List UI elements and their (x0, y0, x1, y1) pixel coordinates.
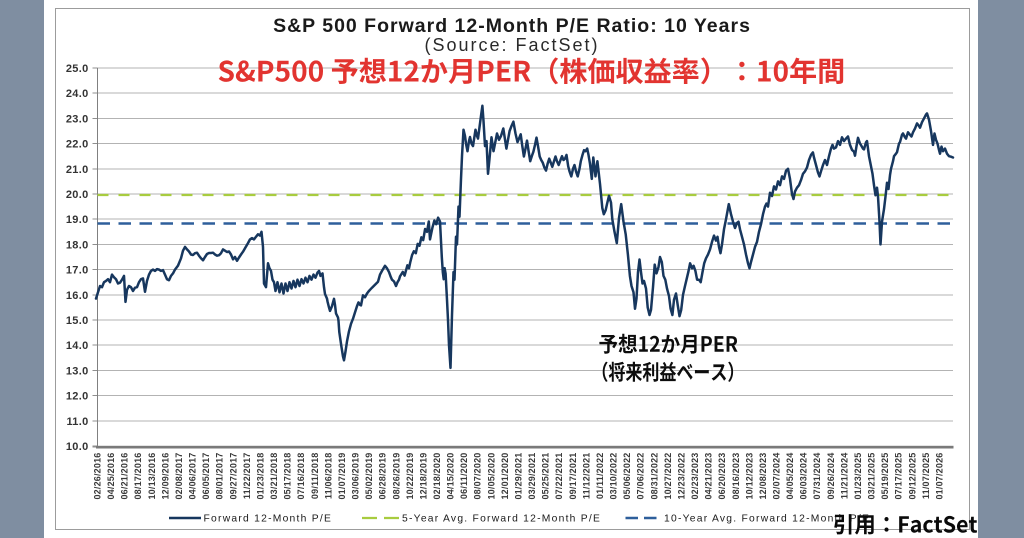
svg-text:19.0: 19.0 (66, 214, 89, 226)
svg-text:18.0: 18.0 (66, 239, 89, 251)
svg-text:08/17/2016: 08/17/2016 (133, 453, 143, 500)
svg-text:03/10/2022: 03/10/2022 (609, 453, 619, 500)
svg-text:12/23/2022: 12/23/2022 (676, 453, 686, 500)
svg-text:06/11/2020: 06/11/2020 (459, 453, 469, 500)
svg-text:23.0: 23.0 (66, 113, 89, 125)
svg-text:10.0: 10.0 (66, 441, 89, 453)
svg-text:06/20/2023: 06/20/2023 (717, 453, 727, 500)
svg-text:03/06/2019: 03/06/2019 (351, 453, 361, 500)
svg-text:09/11/2018: 09/11/2018 (310, 453, 320, 500)
svg-text:07/22/2021: 07/22/2021 (554, 453, 564, 500)
svg-text:21.0: 21.0 (66, 164, 89, 176)
svg-text:02/23/2023: 02/23/2023 (690, 453, 700, 500)
svg-text:12/09/2016: 12/09/2016 (160, 453, 170, 500)
svg-text:08/26/2019: 08/26/2019 (391, 453, 401, 500)
svg-text:5-Year Avg. Forward 12-Month P: 5-Year Avg. Forward 12-Month P/E (402, 514, 601, 525)
svg-text:05/02/2019: 05/02/2019 (364, 453, 374, 500)
svg-text:10/22/2019: 10/22/2019 (405, 453, 415, 500)
svg-text:24.0: 24.0 (66, 88, 89, 100)
svg-text:05/25/2021: 05/25/2021 (541, 453, 551, 500)
svg-text:07/06/2022: 07/06/2022 (636, 453, 646, 500)
svg-text:14.0: 14.0 (66, 340, 89, 352)
svg-text:10-Year Avg. Forward 12-Month: 10-Year Avg. Forward 12-Month P/E (664, 514, 870, 525)
svg-text:11/22/2017: 11/22/2017 (242, 453, 252, 500)
svg-text:20.0: 20.0 (66, 189, 89, 201)
svg-text:02/07/2024: 02/07/2024 (772, 453, 782, 500)
svg-text:08/16/2023: 08/16/2023 (731, 453, 741, 500)
svg-text:05/06/2022: 05/06/2022 (622, 453, 632, 500)
svg-text:08/07/2020: 08/07/2020 (473, 453, 483, 500)
svg-text:01/07/2019: 01/07/2019 (337, 453, 347, 500)
svg-text:06/05/2017: 06/05/2017 (201, 453, 211, 500)
svg-text:02/18/2020: 02/18/2020 (432, 453, 442, 500)
svg-text:01/23/2025: 01/23/2025 (853, 453, 863, 500)
svg-text:09/17/2021: 09/17/2021 (568, 453, 578, 500)
svg-text:04/06/2017: 04/06/2017 (188, 453, 198, 500)
svg-text:10/12/2023: 10/12/2023 (744, 453, 754, 500)
svg-text:12/18/2019: 12/18/2019 (418, 453, 428, 500)
svg-text:12.0: 12.0 (66, 391, 89, 403)
svg-text:08/31/2022: 08/31/2022 (649, 453, 659, 500)
svg-text:Forward 12-Month P/E: Forward 12-Month P/E (204, 514, 333, 525)
svg-text:16.0: 16.0 (66, 290, 89, 302)
svg-text:03/29/2021: 03/29/2021 (527, 453, 537, 500)
svg-text:12/01/2020: 12/01/2020 (500, 453, 510, 500)
svg-text:10/05/2020: 10/05/2020 (486, 453, 496, 500)
svg-text:01/11/2022: 01/11/2022 (595, 453, 605, 500)
svg-text:04/15/2020: 04/15/2020 (446, 453, 456, 500)
svg-text:11/07/2025: 11/07/2025 (921, 453, 931, 500)
svg-text:10/27/2022: 10/27/2022 (663, 453, 673, 500)
svg-text:12/08/2023: 12/08/2023 (758, 453, 768, 500)
svg-text:09/27/2017: 09/27/2017 (228, 453, 238, 500)
svg-text:03/21/2018: 03/21/2018 (269, 453, 279, 500)
svg-text:07/17/2025: 07/17/2025 (894, 453, 904, 500)
svg-text:11/06/2018: 11/06/2018 (323, 453, 333, 500)
svg-text:05/19/2025: 05/19/2025 (880, 453, 890, 500)
svg-text:07/16/2018: 07/16/2018 (296, 453, 306, 500)
svg-text:06/03/2024: 06/03/2024 (799, 453, 809, 500)
svg-text:09/26/2024: 09/26/2024 (826, 453, 836, 500)
svg-text:04/05/2024: 04/05/2024 (785, 453, 795, 500)
svg-text:11/21/2024: 11/21/2024 (839, 453, 849, 500)
svg-text:11.0: 11.0 (66, 416, 88, 428)
svg-text:09/12/2025: 09/12/2025 (907, 453, 917, 500)
svg-text:02/26/2016: 02/26/2016 (93, 453, 103, 500)
svg-text:06/21/2016: 06/21/2016 (120, 453, 130, 500)
svg-text:22.0: 22.0 (66, 139, 89, 151)
svg-text:05/17/2018: 05/17/2018 (283, 453, 293, 500)
svg-text:01/29/2021: 01/29/2021 (514, 453, 524, 500)
svg-text:02/08/2017: 02/08/2017 (174, 453, 184, 500)
svg-text:17.0: 17.0 (66, 265, 89, 277)
svg-text:04/21/2023: 04/21/2023 (704, 453, 714, 500)
svg-text:10/13/2016: 10/13/2016 (147, 453, 157, 500)
svg-text:06/28/2019: 06/28/2019 (378, 453, 388, 500)
svg-text:15.0: 15.0 (66, 315, 89, 327)
svg-text:01/23/2018: 01/23/2018 (256, 453, 266, 500)
svg-text:13.0: 13.0 (66, 365, 89, 377)
svg-text:03/21/2025: 03/21/2025 (867, 453, 877, 500)
svg-text:08/01/2017: 08/01/2017 (215, 453, 225, 500)
svg-text:04/25/2016: 04/25/2016 (106, 453, 116, 500)
svg-text:01/07/2026: 01/07/2026 (935, 453, 945, 500)
svg-text:07/31/2024: 07/31/2024 (812, 453, 822, 500)
svg-text:25.0: 25.0 (66, 63, 89, 75)
svg-text:11/12/2021: 11/12/2021 (581, 453, 591, 500)
